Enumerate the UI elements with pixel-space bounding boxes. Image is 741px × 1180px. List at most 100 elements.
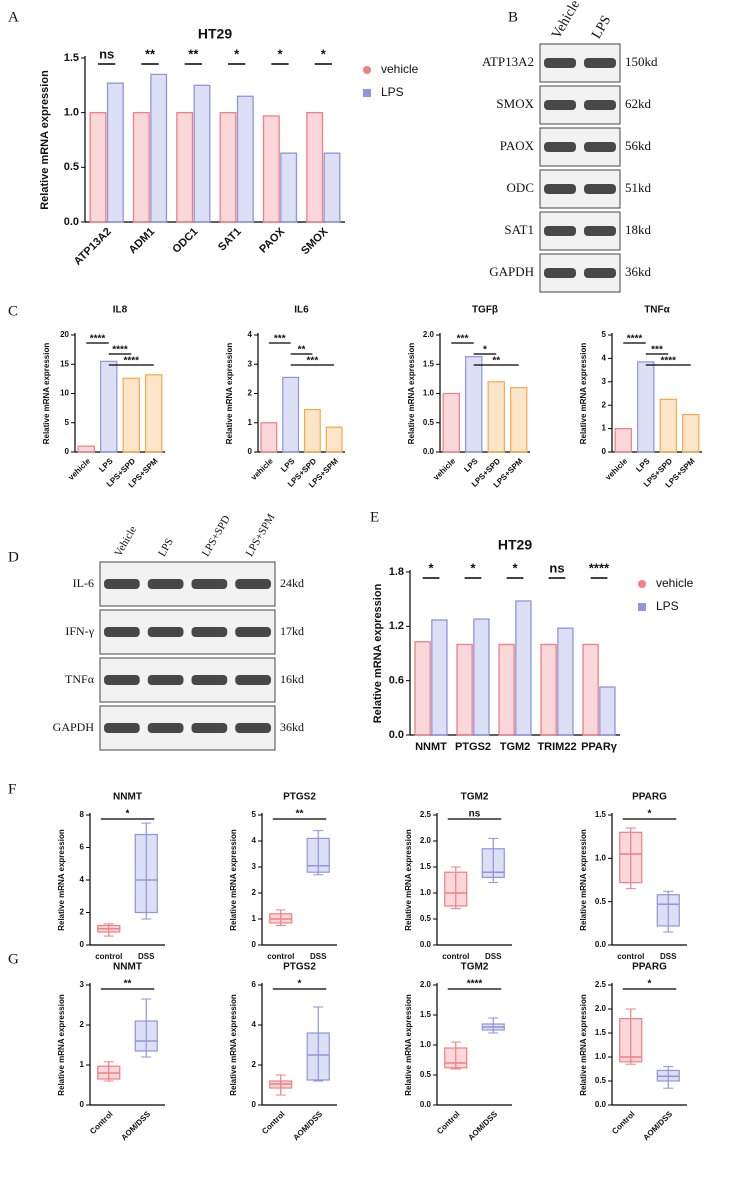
box — [656, 894, 680, 927]
y-tick-label: 0 — [252, 1100, 257, 1109]
y-axis-label: Relative mRNA expression — [404, 829, 413, 931]
y-tick-label: 0.5 — [423, 418, 435, 427]
x-tick-label: DSS — [485, 952, 502, 961]
y-tick-label: 1.0 — [423, 389, 435, 398]
significance-label: ** — [145, 46, 156, 61]
protein-label: IL-6 — [73, 576, 94, 590]
blot-band — [235, 627, 271, 637]
x-tick-label: TGM2 — [500, 741, 531, 753]
size-label: 62kd — [625, 96, 652, 111]
y-axis-label: Relative mRNA expression — [225, 343, 234, 445]
box — [619, 831, 643, 884]
x-tick-label: TRIM22 — [537, 741, 576, 753]
box — [619, 1017, 643, 1063]
x-tick-label: Control — [260, 1110, 286, 1136]
y-tick-label: 1.5 — [423, 359, 435, 368]
blot-band — [544, 226, 576, 236]
blot-band — [584, 184, 616, 194]
bar — [442, 392, 460, 453]
chart-title: PPARG — [632, 792, 667, 803]
bar — [145, 374, 163, 453]
y-axis-label: Relative mRNA expression — [57, 829, 66, 931]
size-label: 17kd — [280, 624, 304, 638]
bar — [431, 619, 448, 736]
significance-label: * — [512, 560, 518, 575]
y-tick-label: 1.5 — [64, 52, 79, 64]
blot-band — [191, 675, 228, 685]
y-tick-label: 0 — [65, 447, 70, 456]
panel-letter: D — [8, 549, 19, 565]
y-tick-label: 2 — [80, 1020, 85, 1029]
bar — [557, 627, 574, 736]
y-tick-label: 1.0 — [595, 853, 607, 862]
y-axis-label: Relative mRNA expression — [407, 343, 416, 445]
legend-marker — [363, 89, 371, 97]
significance-label: * — [277, 46, 283, 61]
bar — [89, 112, 107, 223]
chart-title: TGM2 — [461, 962, 489, 973]
comparison-label: **** — [660, 356, 676, 367]
y-tick-label: 1.5 — [595, 1028, 607, 1037]
blot-band — [147, 579, 184, 589]
protein-label: SMOX — [496, 96, 534, 111]
y-tick-label: 1.2 — [389, 620, 404, 632]
legend-label: LPS — [381, 85, 404, 99]
bar — [132, 112, 150, 223]
x-tick-label: control — [617, 952, 644, 961]
x-tick-label: SAT1 — [216, 226, 244, 254]
blot-band — [191, 723, 228, 733]
significance-label: ** — [188, 46, 199, 61]
comparison-label: **** — [123, 356, 139, 367]
y-tick-label: 5 — [65, 418, 70, 427]
y-tick-label: 2.0 — [420, 836, 432, 845]
bar — [659, 398, 677, 453]
y-tick-label: 0.5 — [595, 1076, 607, 1085]
x-tick-label: LPS — [279, 456, 297, 474]
blot-band — [544, 100, 576, 110]
size-label: 24kd — [280, 576, 304, 590]
comparison-label: * — [648, 809, 652, 820]
blot-band — [235, 723, 271, 733]
size-label: 51kd — [625, 180, 652, 195]
lane-label: LPS+SPD — [200, 513, 233, 558]
bar — [325, 426, 343, 453]
y-axis-label: Relative mRNA expression — [229, 829, 238, 931]
y-tick-label: 2 — [602, 400, 607, 409]
y-tick-label: 0 — [80, 1100, 85, 1109]
y-tick-label: 2.0 — [423, 330, 435, 339]
box — [481, 848, 505, 878]
y-tick-label: 0.5 — [595, 897, 607, 906]
y-tick-label: 15 — [60, 359, 69, 368]
blot-band — [544, 142, 576, 152]
y-tick-label: 10 — [60, 389, 69, 398]
blot-band — [191, 627, 228, 637]
y-tick-label: 2 — [252, 888, 257, 897]
lane-label: Vehicle — [112, 524, 139, 559]
y-tick-label: 20 — [60, 330, 69, 339]
y-tick-label: 2 — [80, 908, 85, 917]
bar — [637, 361, 655, 453]
chart-title: IL8 — [113, 305, 128, 316]
y-tick-label: 0.0 — [423, 447, 435, 456]
chart-title: TGM2 — [461, 792, 489, 803]
blot-band — [104, 675, 140, 685]
comparison-label: * — [126, 809, 130, 820]
bar — [498, 643, 515, 736]
y-tick-label: 6 — [80, 843, 85, 852]
size-label: 16kd — [280, 672, 304, 686]
bar — [306, 112, 324, 223]
blot-band — [235, 675, 271, 685]
comparison-label: ** — [492, 356, 500, 367]
blot-band — [147, 723, 184, 733]
y-tick-label: 0 — [80, 940, 85, 949]
blot-band — [104, 627, 140, 637]
box — [306, 1032, 330, 1081]
y-tick-label: 0 — [248, 447, 253, 456]
panel-letter: G — [8, 951, 19, 967]
blot-band — [147, 627, 184, 637]
comparison-label: ** — [124, 979, 132, 990]
y-tick-label: 5 — [602, 330, 607, 339]
box — [306, 837, 330, 873]
y-tick-label: 1.0 — [595, 1052, 607, 1061]
y-tick-label: 2 — [248, 389, 253, 398]
